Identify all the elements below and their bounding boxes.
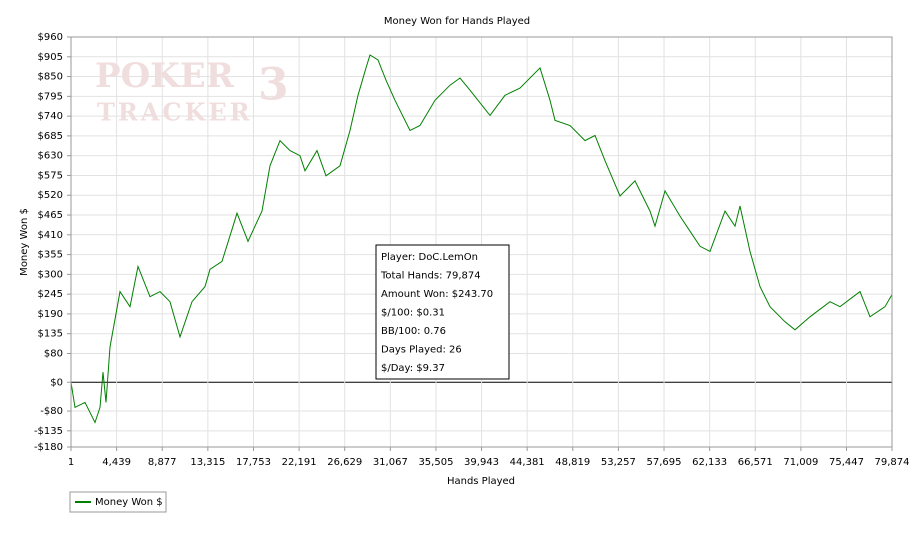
x-tick-label: 62,133 (692, 457, 727, 468)
y-tick-label: -$180 (34, 442, 63, 453)
legend-label: Money Won $ (95, 497, 163, 508)
legend-items: Money Won $ (75, 497, 163, 508)
x-axis-label: Hands Played (447, 476, 515, 487)
y-tick-label: $0 (50, 377, 63, 388)
stats-line: Player: DoC.LemOn (381, 252, 478, 263)
x-tick-label: 57,695 (647, 457, 682, 468)
x-tick-label: 39,943 (464, 457, 499, 468)
x-tick-label: 13,315 (190, 457, 225, 468)
y-axis-label: Money Won $ (19, 208, 30, 276)
x-tick-label: 26,629 (327, 457, 362, 468)
x-tick-label: 48,819 (555, 457, 590, 468)
x-tick-label: 1 (68, 457, 74, 468)
x-tick-label: 71,009 (783, 457, 818, 468)
x-tick-label: 35,505 (418, 457, 453, 468)
stats: Player: DoC.LemOn Total Hands: 79,874 Amou… (380, 252, 493, 374)
y-tick-label: $575 (38, 170, 63, 181)
series-line (70, 54, 893, 424)
x-tick-label: 8,877 (148, 457, 177, 468)
x-tick-label: 75,447 (829, 457, 864, 468)
x-tick-label: 31,067 (373, 457, 408, 468)
y-tick-label: $850 (38, 72, 63, 83)
y-tick-label: $630 (38, 151, 63, 162)
y-tick-label: $410 (38, 230, 63, 241)
y-tick-label: $465 (38, 210, 63, 221)
y-tick-label: $905 (38, 52, 63, 63)
y-tick-label: $135 (38, 329, 63, 340)
y-tick-label: $795 (38, 91, 63, 102)
stats-box (375, 244, 510, 380)
y-tick-label: $245 (38, 289, 63, 300)
y-tick-label: $520 (38, 190, 63, 201)
x-tick-label: 17,753 (236, 457, 271, 468)
logo-poker: POKER (95, 56, 235, 96)
y-tick-label: $355 (38, 250, 63, 261)
x-tick-label: 22,191 (282, 457, 317, 468)
stats-line: Total Hands: 79,874 (380, 271, 481, 282)
stats-line: BB/100: 0.76 (381, 326, 446, 337)
logo-tracker: TRACKER (97, 98, 253, 127)
x-tick-label: 53,257 (601, 457, 636, 468)
y-tick-label: $685 (38, 131, 63, 142)
y-tick-label: -$80 (40, 406, 63, 417)
x-tick-label: 79,874 (875, 457, 910, 468)
x-tick-label: 66,571 (738, 457, 773, 468)
stats-line: Amount Won: $243.70 (381, 289, 493, 300)
y-tick-label: -$135 (34, 426, 63, 437)
y-tick-label: $960 (38, 32, 63, 43)
x-tick-label: 4,439 (102, 457, 131, 468)
stats-line: $/100: $0.31 (381, 308, 445, 319)
x-tick-label: 44,381 (510, 457, 545, 468)
chart-title: Money Won for Hands Played (384, 16, 530, 27)
y-tick-label: $300 (38, 269, 63, 280)
plot (70, 54, 893, 424)
y-tick-label: $740 (38, 111, 63, 122)
y-tick-label: $190 (38, 309, 63, 320)
y-tick-label: $80 (44, 348, 63, 359)
plot-frame (70, 36, 893, 448)
stats-line: $/Day: $9.37 (381, 363, 445, 374)
stats-line: Days Played: 26 (381, 345, 462, 356)
logo-number: 3 (258, 60, 289, 111)
legend (69, 491, 167, 513)
